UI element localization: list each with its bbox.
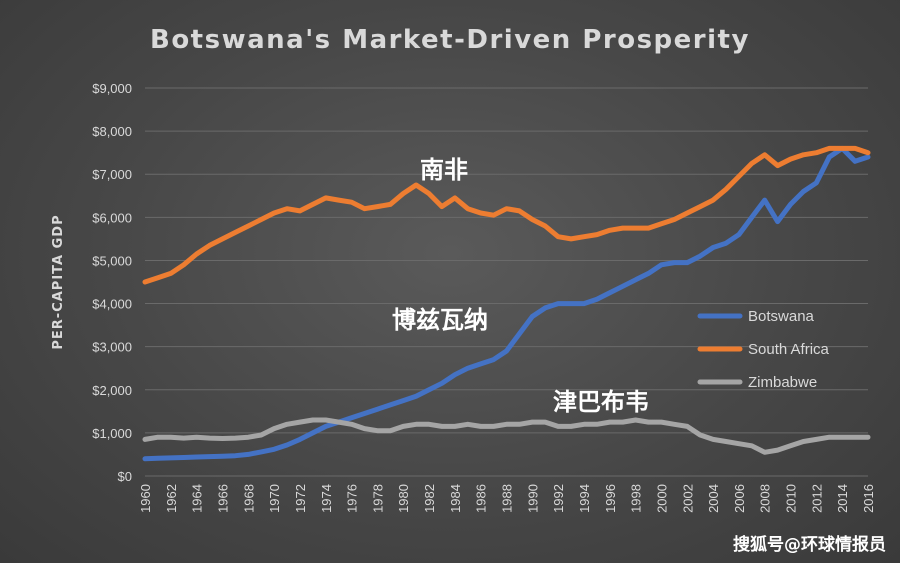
y-tick-label: $0 bbox=[118, 469, 132, 484]
legend-entry: Zimbabwe bbox=[748, 374, 817, 391]
watermark-text: 搜狐号@环球情报员 bbox=[733, 535, 886, 555]
x-tick-label: 2006 bbox=[732, 484, 747, 513]
y-axis-ticks: $0 $1,000 $2,000 $3,000 $4,000 $5,000 $6,000 $7… bbox=[92, 81, 132, 484]
y-tick-label: $3,000 bbox=[92, 340, 132, 355]
y-tick-label: $4,000 bbox=[92, 297, 132, 312]
x-tick-label: 1994 bbox=[577, 484, 592, 513]
x-tick-label: 2004 bbox=[706, 484, 721, 513]
x-tick-label: 1986 bbox=[474, 484, 489, 513]
annotation-label: 南非 bbox=[420, 156, 468, 184]
x-tick-label: 1984 bbox=[448, 484, 463, 513]
x-tick-label: 1964 bbox=[190, 484, 205, 513]
x-tick-label: 1988 bbox=[500, 484, 515, 513]
x-tick-label: 1998 bbox=[629, 484, 644, 513]
y-tick-label: $9,000 bbox=[92, 81, 132, 96]
x-tick-label: 1966 bbox=[215, 484, 230, 513]
x-tick-label: 1972 bbox=[293, 484, 308, 513]
legend-entry: Botswana bbox=[748, 308, 815, 325]
series-lines bbox=[142, 145, 871, 462]
legend-entry: South Africa bbox=[748, 341, 830, 358]
y-axis-label: PER-CAPITA GDP bbox=[51, 214, 66, 349]
y-tick-label: $6,000 bbox=[92, 210, 132, 225]
grid-lines bbox=[145, 87, 868, 477]
y-tick-label: $1,000 bbox=[92, 426, 132, 441]
x-tick-label: 2002 bbox=[680, 484, 695, 513]
x-axis-ticks: 1960 1962 1964 1966 1968 1970 1972 1974 1976 1978… bbox=[138, 484, 876, 513]
x-tick-label: 1976 bbox=[345, 484, 360, 513]
series-line-south-africa bbox=[142, 145, 871, 285]
x-tick-label: 2010 bbox=[784, 484, 799, 513]
x-tick-label: 1996 bbox=[603, 484, 618, 513]
x-tick-label: 1990 bbox=[525, 484, 540, 513]
x-tick-label: 1978 bbox=[370, 484, 385, 513]
x-tick-label: 1980 bbox=[396, 484, 411, 513]
annotation-label: 津巴布韦 bbox=[553, 388, 649, 416]
x-tick-label: 2012 bbox=[809, 484, 824, 513]
y-tick-label: $8,000 bbox=[92, 124, 132, 139]
y-tick-label: $5,000 bbox=[92, 253, 132, 268]
x-tick-label: 1974 bbox=[319, 484, 334, 513]
chart-title: Botswana's Market-Driven Prosperity bbox=[150, 25, 750, 55]
x-tick-label: 2016 bbox=[861, 484, 876, 513]
x-tick-label: 2000 bbox=[654, 484, 669, 513]
x-tick-label: 1992 bbox=[551, 484, 566, 513]
legend: Botswana South Africa Zimbabwe bbox=[697, 308, 830, 391]
y-tick-label: $2,000 bbox=[92, 383, 132, 398]
x-tick-label: 2008 bbox=[758, 484, 773, 513]
x-tick-label: 2014 bbox=[835, 484, 850, 513]
x-tick-label: 1960 bbox=[138, 484, 153, 513]
x-tick-label: 1982 bbox=[422, 484, 437, 513]
series-line-zimbabwe bbox=[142, 417, 871, 455]
x-tick-label: 1968 bbox=[241, 484, 256, 513]
x-tick-label: 1962 bbox=[164, 484, 179, 513]
x-tick-label: 1970 bbox=[267, 484, 282, 513]
annotation-label: 博兹瓦纳 bbox=[392, 306, 488, 334]
series-line-botswana bbox=[142, 145, 871, 462]
y-tick-label: $7,000 bbox=[92, 167, 132, 182]
